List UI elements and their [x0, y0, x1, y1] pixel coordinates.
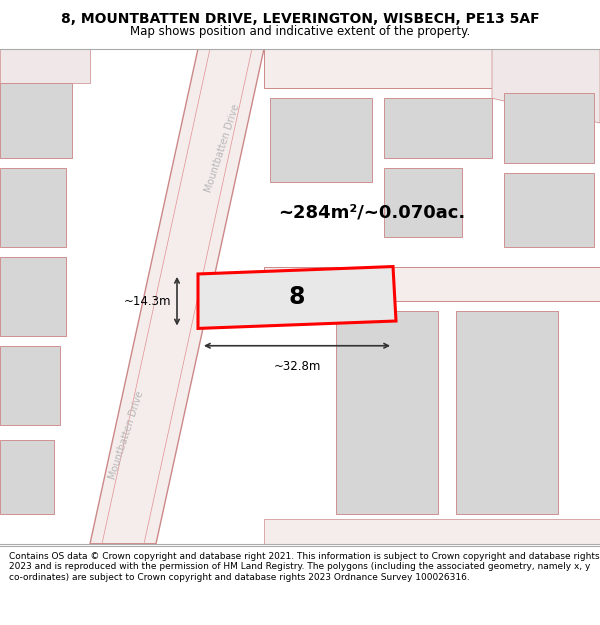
- Text: 8, MOUNTBATTEN DRIVE, LEVERINGTON, WISBECH, PE13 5AF: 8, MOUNTBATTEN DRIVE, LEVERINGTON, WISBE…: [61, 12, 539, 26]
- Text: Mountbatten Drive: Mountbatten Drive: [203, 102, 241, 193]
- Polygon shape: [0, 168, 66, 247]
- Polygon shape: [90, 49, 264, 544]
- Polygon shape: [0, 346, 60, 425]
- Polygon shape: [504, 173, 594, 247]
- Polygon shape: [270, 98, 372, 182]
- Polygon shape: [504, 93, 594, 162]
- Text: 8: 8: [288, 286, 305, 309]
- Text: ~14.3m: ~14.3m: [124, 295, 171, 308]
- Polygon shape: [336, 311, 438, 514]
- Polygon shape: [198, 266, 396, 328]
- Polygon shape: [0, 83, 72, 158]
- Text: ~32.8m: ~32.8m: [274, 359, 320, 372]
- Polygon shape: [0, 49, 90, 83]
- Polygon shape: [384, 168, 462, 237]
- Polygon shape: [0, 257, 66, 336]
- Polygon shape: [264, 519, 600, 544]
- Polygon shape: [0, 440, 54, 514]
- Text: ~284m²/~0.070ac.: ~284m²/~0.070ac.: [278, 203, 466, 221]
- Polygon shape: [456, 311, 558, 514]
- Text: Mountbatten Drive: Mountbatten Drive: [107, 389, 145, 480]
- Polygon shape: [264, 266, 600, 301]
- Polygon shape: [264, 49, 600, 88]
- Polygon shape: [492, 49, 600, 123]
- Polygon shape: [384, 98, 492, 158]
- Text: Map shows position and indicative extent of the property.: Map shows position and indicative extent…: [130, 25, 470, 38]
- Text: Contains OS data © Crown copyright and database right 2021. This information is : Contains OS data © Crown copyright and d…: [9, 552, 599, 582]
